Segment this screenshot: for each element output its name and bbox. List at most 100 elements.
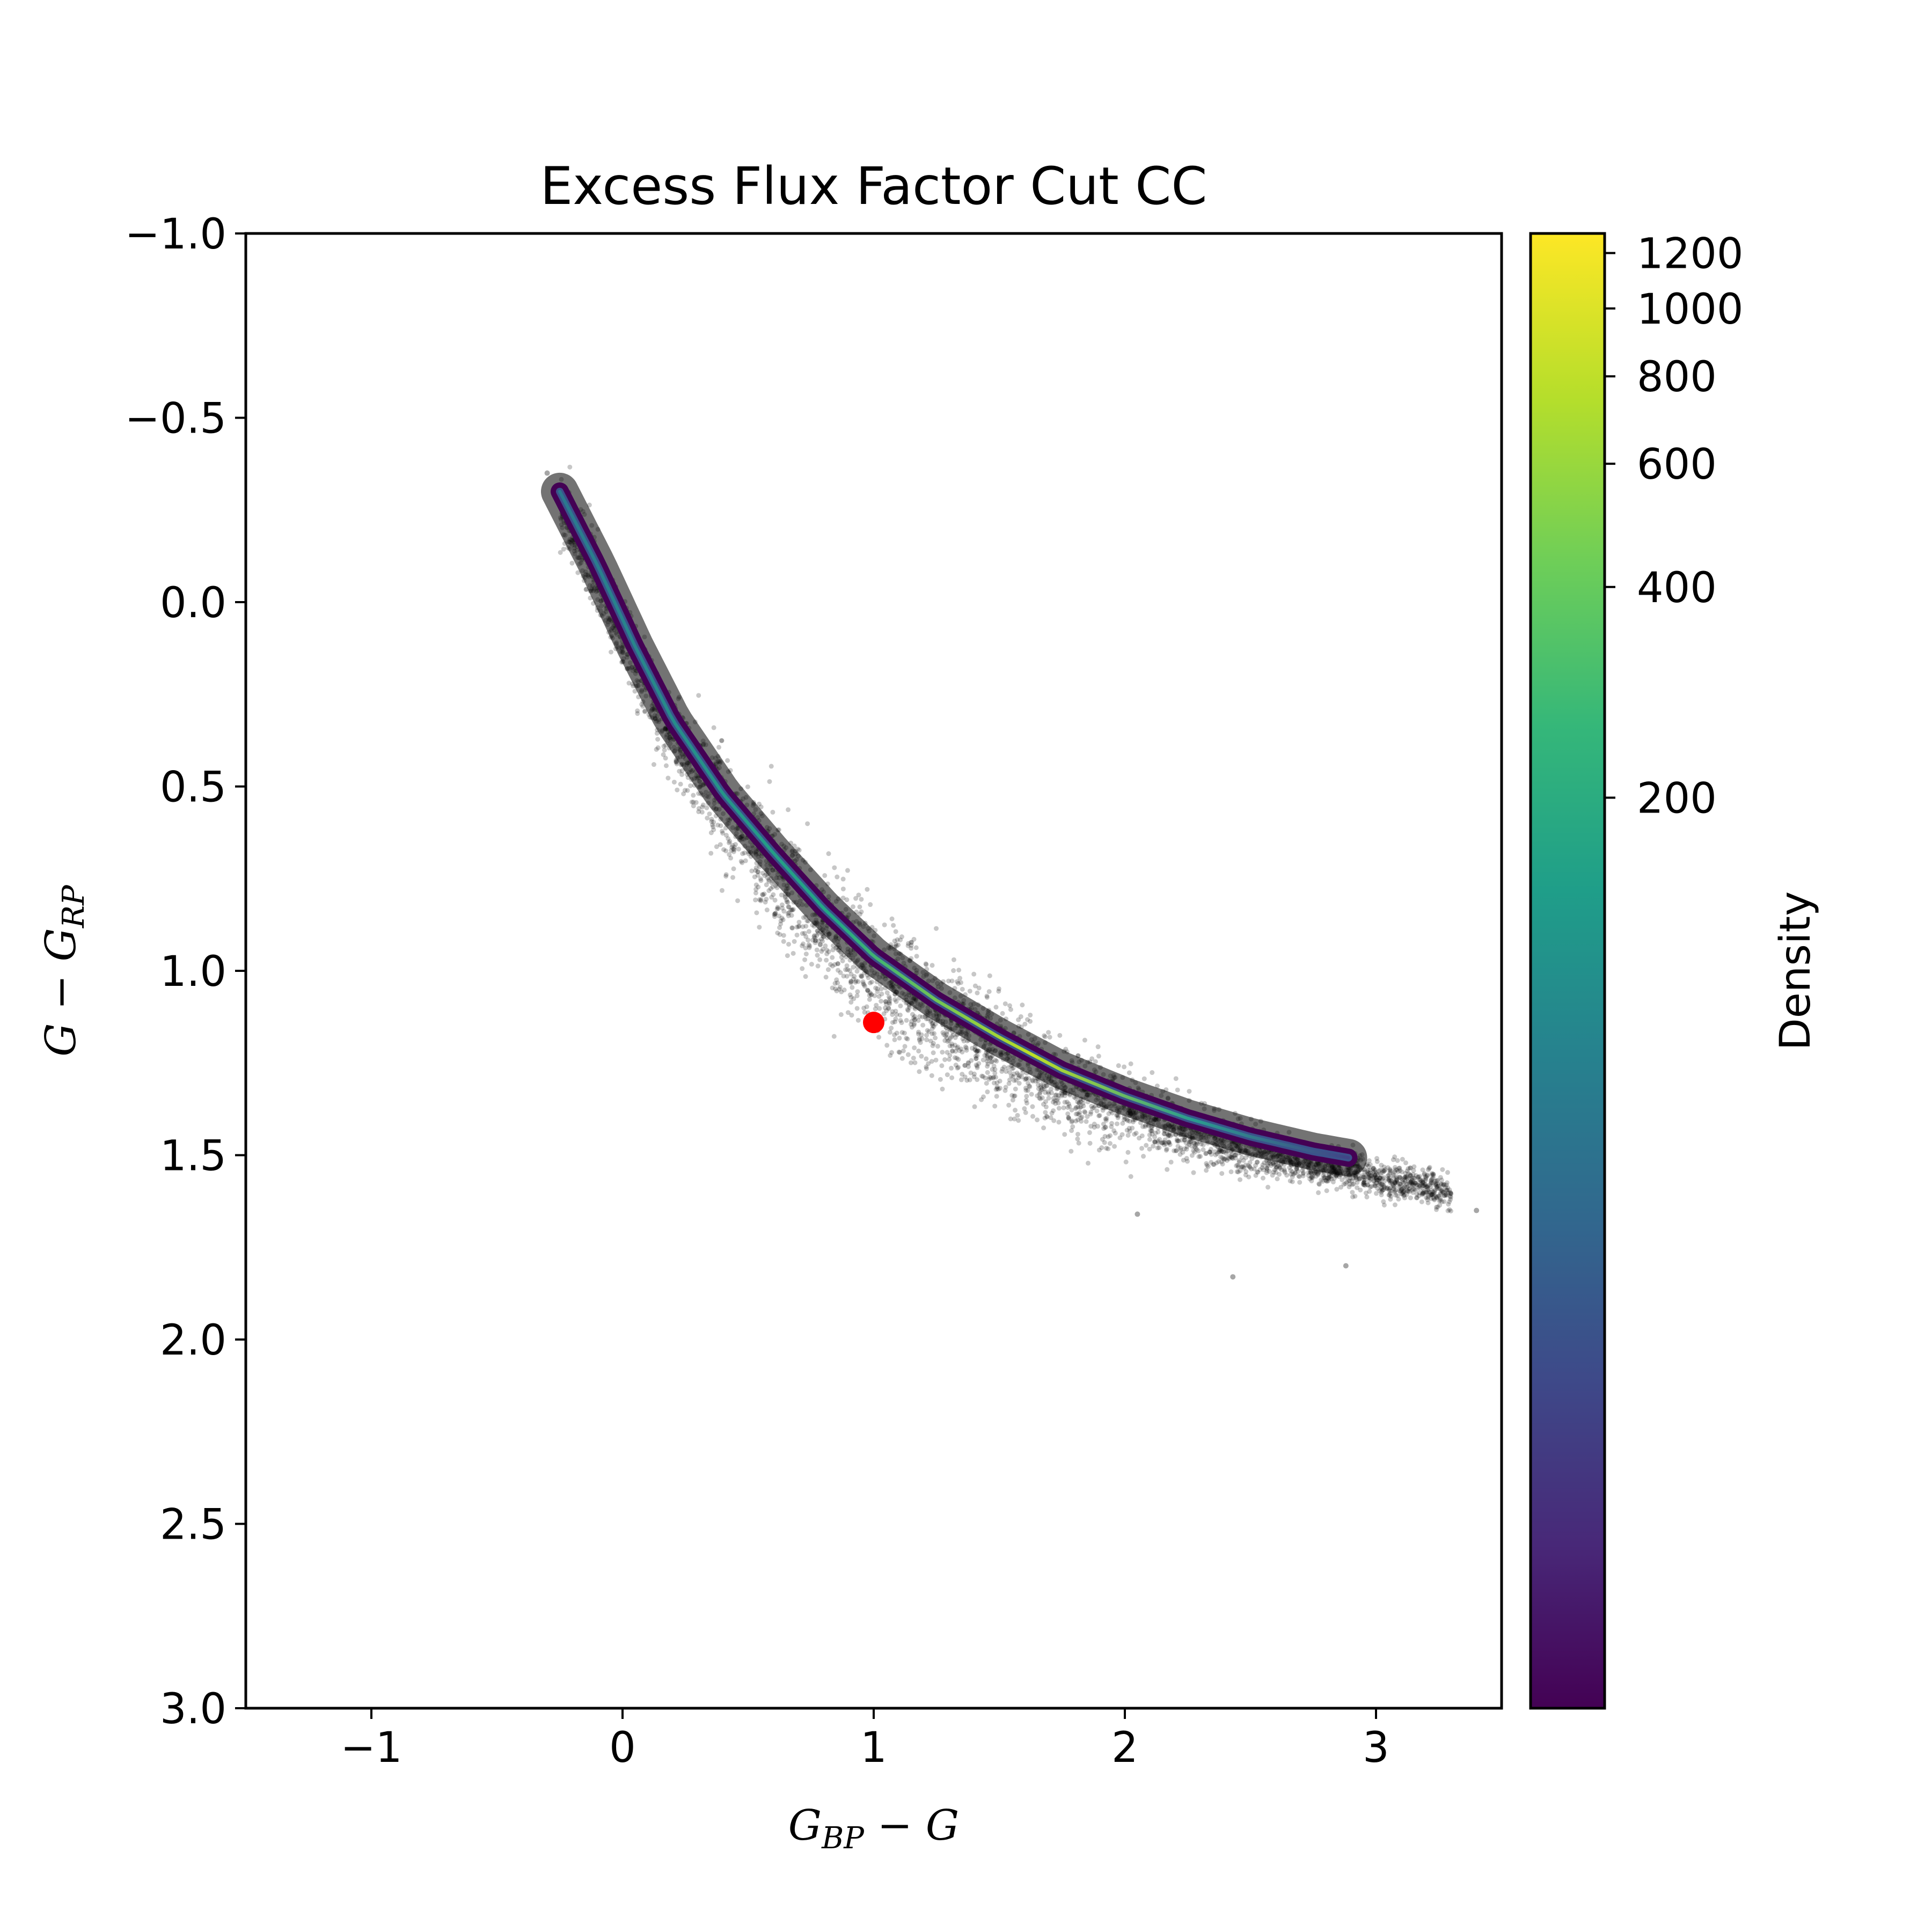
scatter-point: [1050, 1100, 1056, 1105]
scatter-point: [1099, 1145, 1104, 1151]
scatter-point: [974, 1062, 979, 1067]
scatter-point: [1148, 1128, 1153, 1133]
scatter-point: [1204, 1168, 1209, 1173]
scatter-point: [723, 874, 729, 879]
scatter-point: [743, 858, 748, 863]
scatter-point: [1025, 1088, 1030, 1093]
scatter-point: [1316, 1170, 1321, 1176]
scatter-point: [1429, 1177, 1434, 1183]
scatter-point: [796, 919, 802, 925]
scatter-point: [1371, 1174, 1376, 1180]
scatter-point: [1388, 1197, 1393, 1202]
outlier-point: [544, 470, 550, 476]
scatter-point: [994, 1080, 1000, 1086]
scatter-point: [879, 999, 884, 1004]
scatter-point: [1408, 1165, 1413, 1170]
scatter-point: [1406, 1171, 1411, 1176]
x-axis-label-rest: − G: [864, 1802, 959, 1850]
scatter-point: [1434, 1195, 1439, 1200]
scatter-point: [775, 906, 781, 911]
scatter-point: [1024, 1094, 1029, 1099]
scatter-point: [1100, 1108, 1106, 1113]
scatter-point: [1008, 1073, 1014, 1079]
scatter-point: [1143, 1123, 1148, 1128]
scatter-point: [1407, 1181, 1413, 1186]
scatter-point: [774, 885, 780, 890]
scatter-point: [1447, 1207, 1452, 1212]
scatter-point: [1086, 1160, 1091, 1166]
scatter-point: [1122, 1117, 1127, 1122]
scatter-point: [1027, 1084, 1033, 1089]
scatter-point: [952, 1042, 957, 1048]
scatter-point: [1115, 1115, 1121, 1121]
scatter-point: [661, 752, 666, 757]
scatter-point: [753, 882, 759, 888]
scatter-point: [954, 1045, 960, 1051]
scatter-point: [1216, 1149, 1221, 1154]
outlier-point: [1135, 1211, 1140, 1217]
scatter-point: [1232, 1153, 1237, 1158]
scatter-point: [960, 1049, 965, 1055]
scatter-point: [1173, 1148, 1179, 1153]
scatter-point: [806, 938, 811, 943]
scatter-point: [801, 915, 806, 920]
scatter-point: [1420, 1167, 1425, 1173]
scatter-point: [1141, 1154, 1146, 1159]
scatter-point: [866, 975, 871, 980]
scatter-point: [1384, 1185, 1389, 1191]
scatter-point: [864, 1004, 869, 1009]
scatter-point: [1308, 1169, 1313, 1175]
scatter-point: [1152, 1139, 1158, 1144]
scatter-point: [1408, 1195, 1413, 1201]
scatter-point: [1362, 1180, 1367, 1185]
scatter-point: [1104, 1116, 1109, 1121]
scatter-point: [820, 939, 825, 944]
x-tick-label: 2: [1111, 1724, 1138, 1772]
scatter-point: [1255, 1159, 1260, 1165]
scatter-point: [905, 1008, 911, 1013]
scatter-point: [1165, 1167, 1170, 1172]
scatter-point: [1362, 1183, 1367, 1188]
scatter-point: [1174, 1148, 1179, 1153]
scatter-point: [1175, 1138, 1181, 1144]
scatter-point: [1448, 1191, 1454, 1196]
scatter-point: [1377, 1180, 1382, 1185]
scatter-point: [1249, 1156, 1255, 1161]
scatter-point: [1168, 1159, 1174, 1165]
scatter-point: [1394, 1175, 1399, 1181]
scatter-point: [800, 943, 805, 948]
scatter-point: [1421, 1183, 1426, 1189]
scatter-point: [1212, 1149, 1218, 1154]
scatter-point: [996, 989, 1001, 994]
scatter-point: [1327, 1174, 1332, 1180]
scatter-point: [953, 1035, 958, 1040]
scatter-point: [1189, 1144, 1195, 1149]
scatter-point: [764, 908, 770, 913]
scatter-point: [1388, 1185, 1393, 1190]
y-tick-label: 3.0: [160, 1685, 226, 1733]
scatter-point: [929, 1059, 934, 1064]
scatter-point: [1003, 1085, 1008, 1090]
scatter-point: [1414, 1195, 1419, 1201]
scatter-point: [975, 1065, 980, 1071]
scatter-point: [740, 851, 745, 857]
scatter-point: [933, 1057, 939, 1063]
scatter-point: [1265, 1163, 1270, 1168]
scatter-point: [764, 882, 769, 888]
scatter-point: [940, 1086, 945, 1092]
scatter-point: [1355, 1180, 1360, 1185]
scatter-point: [1388, 1168, 1394, 1174]
scatter-point: [1123, 1116, 1128, 1121]
scatter-point: [1379, 1186, 1384, 1191]
scatter-point: [1081, 1103, 1086, 1109]
scatter-point: [1438, 1196, 1443, 1201]
scatter-point: [917, 1014, 923, 1019]
scatter-point: [1036, 1086, 1041, 1092]
scatter-point: [1326, 1175, 1331, 1181]
scatter-point: [796, 847, 802, 853]
colorbar-tick-label: 1000: [1637, 286, 1744, 334]
scatter-point: [930, 963, 935, 968]
scatter-point: [1162, 1140, 1167, 1145]
scatter-point: [1073, 1118, 1079, 1124]
scatter-point: [1391, 1173, 1396, 1178]
